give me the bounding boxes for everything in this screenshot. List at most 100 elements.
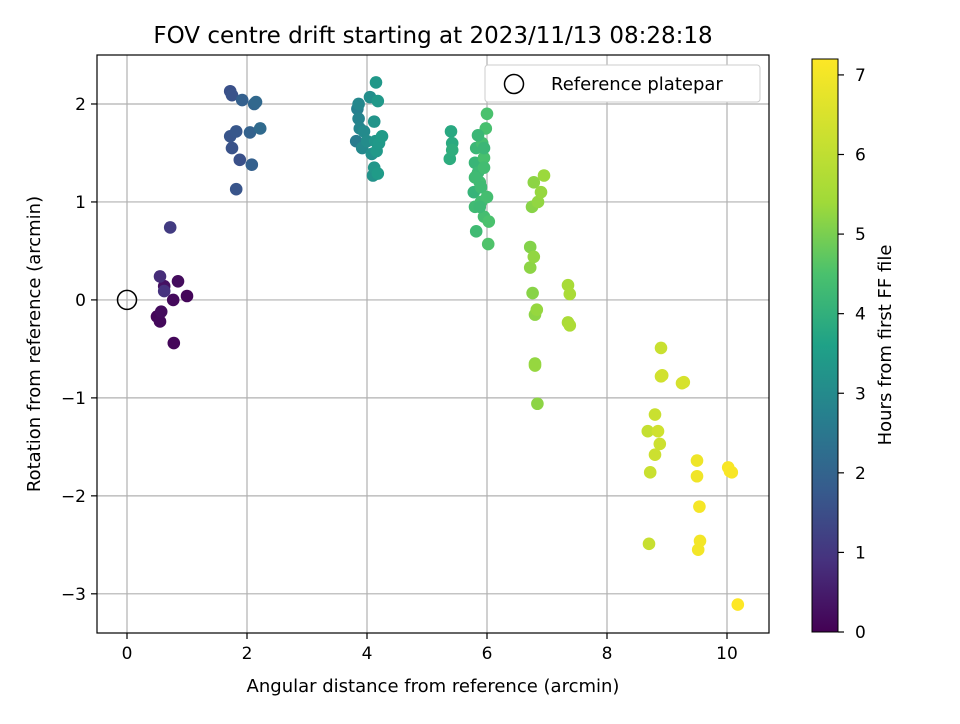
data-point — [153, 315, 167, 328]
colorbar-tick-label: 2 — [855, 464, 866, 484]
colorbar-gradient — [811, 58, 839, 633]
data-point — [563, 287, 577, 301]
data-point — [530, 303, 544, 317]
data-points — [150, 76, 745, 611]
data-point — [371, 94, 385, 108]
y-axis-label: Rotation from reference (arcmin) — [24, 196, 45, 492]
x-tick-label: 0 — [122, 644, 133, 664]
chart-title: FOV centre drift starting at 2023/11/13 … — [153, 23, 712, 49]
y-tick-label: 0 — [75, 291, 86, 311]
data-point — [653, 437, 667, 451]
x-tick-label: 4 — [362, 644, 373, 664]
data-point — [731, 598, 745, 611]
data-point — [677, 375, 691, 389]
data-point — [468, 171, 482, 184]
data-point — [166, 293, 180, 307]
data-point — [654, 341, 668, 355]
data-point — [473, 200, 487, 214]
x-tick-label: 10 — [716, 644, 738, 664]
data-point — [243, 126, 257, 139]
colorbar-tick-label: 6 — [855, 146, 866, 166]
data-point — [469, 225, 483, 238]
data-point — [352, 97, 365, 111]
data-point — [480, 190, 494, 204]
plot-frame — [96, 54, 770, 634]
data-point — [482, 215, 496, 228]
data-point — [725, 466, 739, 479]
data-point — [655, 369, 669, 382]
data-point — [225, 141, 239, 155]
data-point — [153, 270, 167, 283]
data-point — [480, 107, 494, 121]
colorbar-tick-label: 0 — [855, 623, 866, 643]
colorbar-tick-label: 3 — [855, 384, 866, 404]
colorbar-ticks: 0 1 2 3 4 5 6 7 — [838, 66, 866, 643]
data-point — [474, 180, 488, 194]
grid — [97, 55, 769, 633]
x-tick-label: 2 — [242, 644, 253, 664]
x-tick-label: 6 — [482, 644, 493, 664]
y-tick-label: −3 — [61, 585, 86, 605]
legend-label: Reference platepar — [551, 74, 723, 95]
y-tick-label: −2 — [61, 487, 86, 507]
data-point — [477, 151, 491, 165]
reference-marker — [116, 289, 138, 311]
reference-marker-group — [116, 289, 138, 311]
y-tick-label: 1 — [75, 193, 86, 213]
data-point — [229, 125, 243, 138]
data-point — [481, 237, 495, 251]
data-point — [163, 221, 177, 234]
data-point — [371, 167, 385, 180]
data-point — [648, 448, 662, 462]
data-point — [157, 284, 171, 298]
data-point — [537, 169, 551, 182]
legend: Reference platepar — [484, 64, 761, 103]
data-point — [477, 141, 491, 155]
data-point — [233, 153, 247, 167]
data-point — [641, 424, 655, 438]
y-axis-ticks: −3 −2 −1 0 1 2 — [61, 95, 97, 605]
data-point — [245, 158, 259, 172]
data-point — [471, 129, 485, 142]
x-axis-label: Angular distance from reference (arcmin) — [247, 676, 620, 697]
data-point — [357, 125, 371, 138]
data-point — [444, 125, 458, 138]
data-point — [477, 161, 491, 174]
data-point — [352, 112, 365, 125]
data-point — [180, 289, 194, 303]
data-point — [523, 261, 537, 274]
data-point — [693, 534, 707, 548]
data-point — [167, 336, 181, 350]
data-point — [531, 397, 544, 411]
colorbar-tick-label: 1 — [855, 543, 866, 563]
data-point — [527, 176, 541, 189]
data-point — [375, 130, 389, 143]
data-point — [527, 250, 541, 264]
data-point — [531, 195, 545, 209]
data-point — [235, 93, 249, 107]
data-point — [154, 305, 168, 318]
data-point — [445, 143, 459, 157]
colorbar-tick-label: 7 — [855, 66, 866, 86]
data-point — [690, 469, 704, 483]
data-point — [690, 454, 704, 467]
data-point — [563, 319, 577, 332]
legend-marker-icon — [503, 73, 525, 95]
data-point — [229, 182, 243, 196]
data-point — [253, 122, 267, 135]
data-point — [526, 286, 539, 300]
data-point — [643, 466, 657, 479]
colorbar-tick-label: 4 — [855, 305, 866, 325]
data-point — [171, 275, 185, 288]
y-tick-label: 2 — [75, 95, 86, 115]
data-point — [249, 95, 263, 109]
data-point — [523, 240, 537, 254]
data-point — [693, 500, 706, 513]
colorbar: 0 1 2 3 4 5 6 7 Hours from first FF file — [811, 58, 896, 643]
colorbar-tick-label: 5 — [855, 225, 866, 245]
data-point — [642, 537, 656, 551]
x-tick-label: 8 — [602, 644, 613, 664]
data-point — [225, 88, 239, 102]
